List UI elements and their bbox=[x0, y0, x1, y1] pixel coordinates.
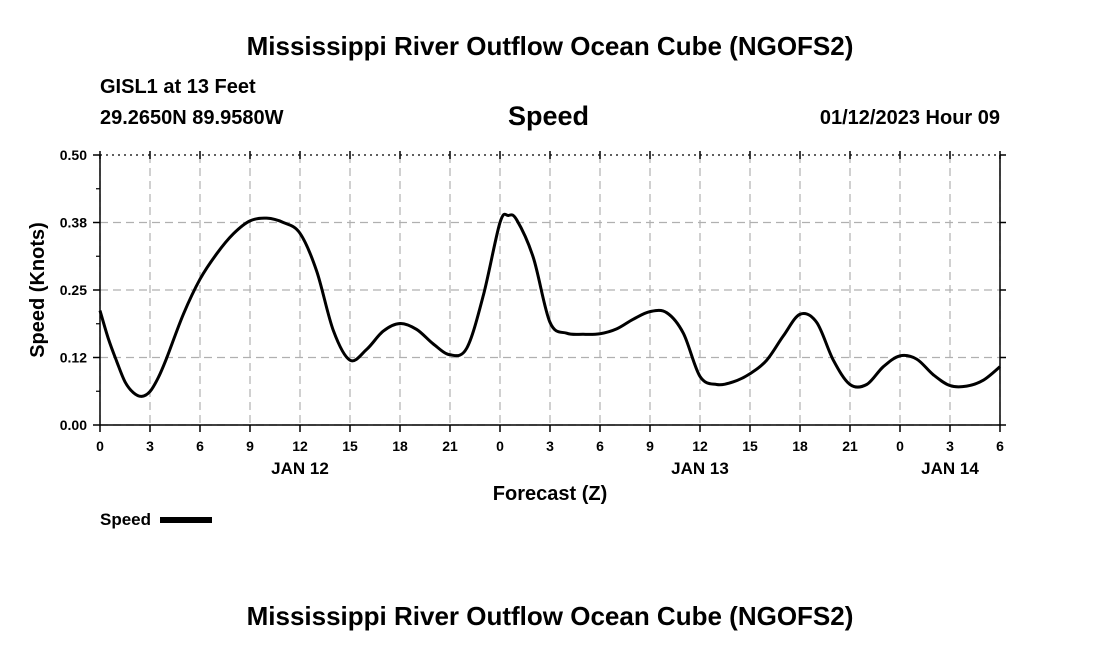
station-label: GISL1 at 13 Feet bbox=[100, 76, 256, 98]
x-axis-title: Forecast (Z) bbox=[493, 483, 607, 505]
x-tick-label: 15 bbox=[742, 438, 758, 454]
x-tick-label: 6 bbox=[196, 438, 204, 454]
y-tick-label: 0.12 bbox=[60, 350, 87, 366]
y-axis-title: Speed (Knots) bbox=[27, 222, 49, 358]
y-tick-label: 0.50 bbox=[60, 147, 87, 163]
chart-title: Speed bbox=[508, 101, 590, 131]
chart-header-title: Mississippi River Outflow Ocean Cube (NG… bbox=[246, 31, 854, 61]
x-tick-label: 3 bbox=[146, 438, 154, 454]
series-line-speed bbox=[98, 212, 1001, 398]
x-tick-label: 0 bbox=[96, 438, 104, 454]
date-label: JAN 12 bbox=[271, 459, 329, 478]
x-tick-label: 12 bbox=[292, 438, 308, 454]
x-tick-label: 21 bbox=[442, 438, 458, 454]
x-tick-label: 9 bbox=[646, 438, 654, 454]
x-tick-label: 3 bbox=[946, 438, 954, 454]
legend-label: Speed bbox=[100, 510, 152, 529]
forecast-timestamp: 01/12/2023 Hour 09 bbox=[819, 107, 1000, 129]
x-tick-label: 6 bbox=[596, 438, 604, 454]
y-tick-label: 0.25 bbox=[60, 282, 87, 298]
date-label: JAN 13 bbox=[671, 459, 729, 478]
axes bbox=[93, 151, 1006, 432]
series-layer bbox=[98, 212, 1001, 398]
x-tick-label: 18 bbox=[392, 438, 408, 454]
legend-swatch-speed bbox=[160, 517, 212, 523]
x-tick-label: 0 bbox=[896, 438, 904, 454]
x-tick-label: 9 bbox=[246, 438, 254, 454]
y-tick-label: 0.38 bbox=[60, 215, 87, 231]
date-label: JAN 14 bbox=[921, 459, 979, 478]
y-tick-label: 0.00 bbox=[60, 417, 87, 433]
x-tick-label: 15 bbox=[342, 438, 358, 454]
x-tick-label: 12 bbox=[692, 438, 708, 454]
x-tick-label: 21 bbox=[842, 438, 858, 454]
x-tick-label: 18 bbox=[792, 438, 808, 454]
x-tick-label: 3 bbox=[546, 438, 554, 454]
axis-labels: 0.00 0.12 0.25 0.38 0.50 0 3 6 9 12 15 18 21 0 3 6 9 12 15… bbox=[27, 147, 1004, 505]
x-tick-label: 0 bbox=[496, 438, 504, 454]
x-tick-label: 6 bbox=[996, 438, 1004, 454]
footer-title: Mississippi River Outflow Ocean Cube (NG… bbox=[246, 601, 854, 631]
station-coordinates: 29.2650N 89.9580W bbox=[100, 107, 284, 129]
